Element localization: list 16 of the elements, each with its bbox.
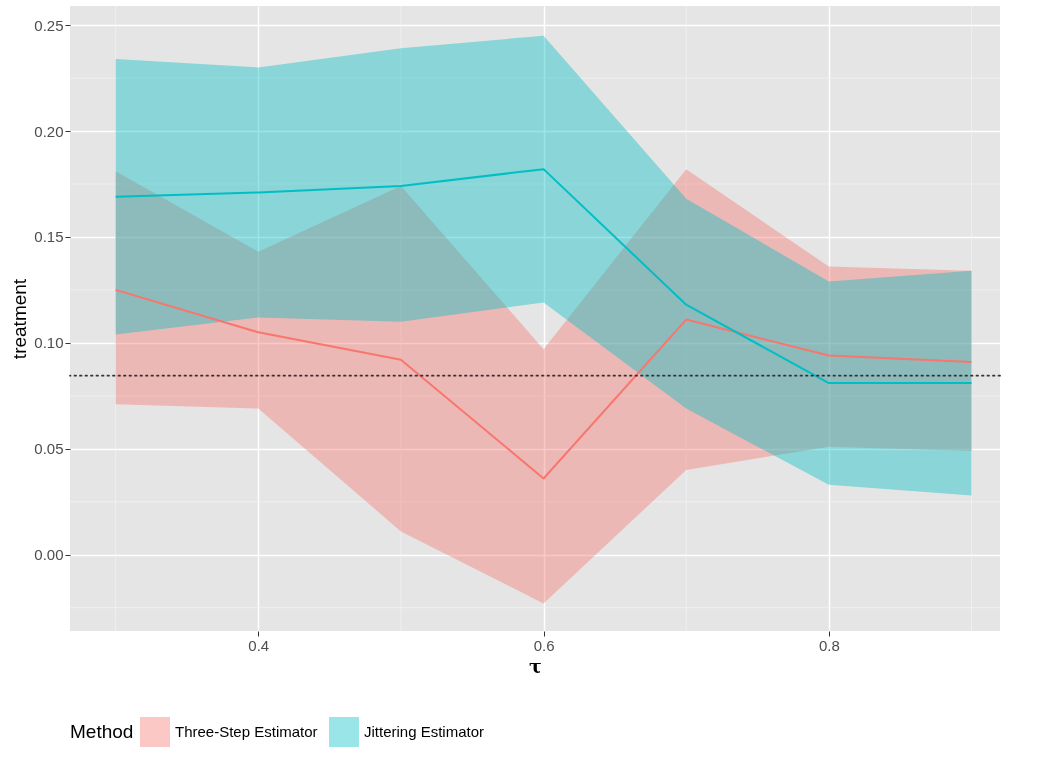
x-tick-label: 0.6 [533,636,555,654]
line-series [114,168,973,385]
y-tick-label: 0.10 [34,334,64,352]
x-axis-title: τ [529,654,542,677]
line-series [114,288,973,480]
legend-label: Three-Step Estimator [175,723,318,740]
legend-title: Method [70,721,134,742]
y-tick-label: 0.25 [34,16,64,34]
x-tick-label: 0.4 [248,636,270,654]
legend-label: Jittering Estimator [364,723,485,740]
y-axis-title: treatment [9,278,31,360]
x-tick-label: 0.8 [818,636,840,654]
y-tick-label: 0.20 [34,122,64,140]
y-tick-label: 0.05 [34,440,64,458]
y-tick-label: 0.15 [34,228,64,246]
y-tick-label: 0.00 [34,546,64,564]
